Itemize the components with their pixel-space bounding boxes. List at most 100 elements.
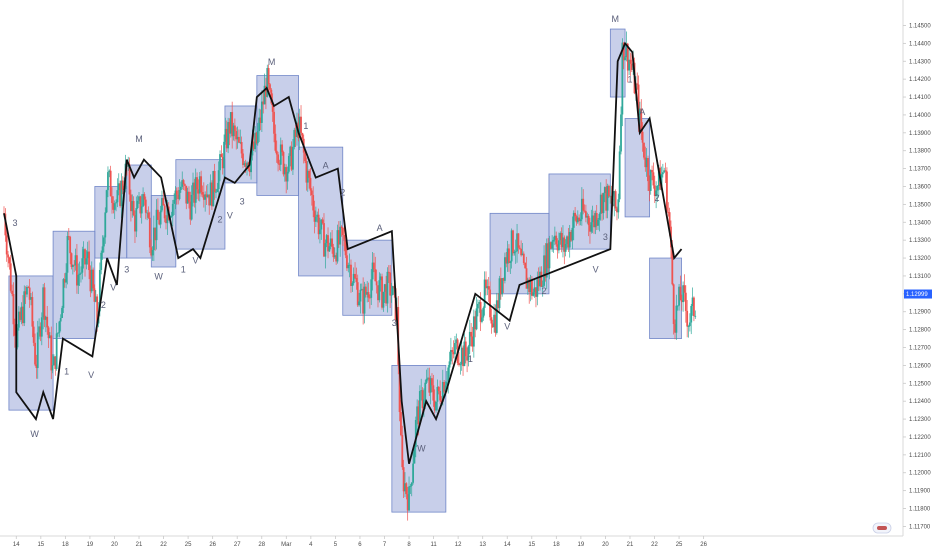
candle-body — [319, 229, 321, 235]
candle-body — [580, 198, 583, 220]
candle-body — [356, 282, 359, 306]
wave-label: V — [504, 322, 510, 332]
candle-body — [553, 235, 556, 240]
candle-body — [266, 68, 269, 97]
candle-body — [135, 208, 138, 232]
candle-body — [682, 285, 685, 303]
candle-body — [666, 171, 668, 212]
candle-body — [314, 216, 317, 222]
candle-body — [497, 300, 500, 309]
candle-body — [329, 238, 332, 247]
time-tick-label: 18 — [553, 542, 560, 548]
candle-body — [256, 131, 259, 144]
wave-label: A — [323, 161, 329, 171]
price-tick-label: 1.13400 — [909, 220, 931, 226]
candle-body — [71, 264, 74, 268]
candle-body — [466, 356, 468, 361]
candle-body — [301, 133, 304, 139]
candle-body — [463, 341, 466, 367]
candle-body — [93, 288, 96, 302]
candle-body — [277, 154, 279, 164]
candle-body — [262, 101, 265, 105]
candle-body — [570, 231, 572, 241]
time-tick-label: 22 — [160, 542, 167, 548]
candle-body — [174, 190, 177, 200]
candle-body — [143, 194, 146, 200]
price-tick-label: 1.13200 — [909, 256, 931, 262]
candle-body — [67, 236, 70, 237]
candle-body — [208, 194, 211, 206]
candle-body — [131, 201, 134, 212]
candle-body — [267, 68, 270, 85]
candle-body — [630, 63, 633, 70]
candle-body — [332, 246, 335, 258]
candle-body — [512, 230, 514, 254]
candle-body — [217, 170, 220, 190]
candle-body — [555, 235, 558, 245]
candle-body — [198, 176, 201, 194]
candle-body — [440, 400, 443, 402]
candle-body — [354, 273, 356, 279]
wave-label: 2 — [654, 193, 659, 203]
candle-body — [215, 191, 217, 193]
candle-body — [78, 273, 81, 275]
candle-body — [223, 141, 225, 169]
candle-body — [540, 271, 543, 287]
candle-body — [194, 177, 197, 203]
candle-body — [224, 128, 227, 142]
candle-body — [355, 278, 358, 283]
price-tick-label: 1.12100 — [909, 453, 931, 459]
candle-body — [39, 326, 42, 337]
candle-body — [211, 182, 213, 207]
candle-body — [339, 226, 342, 245]
candle-body — [324, 243, 327, 257]
candle-body — [103, 237, 105, 247]
candle-body — [231, 112, 234, 137]
candle-body — [186, 191, 189, 204]
price-tick-label: 1.14500 — [909, 23, 931, 29]
candle-body — [514, 251, 517, 253]
candle-body — [9, 263, 12, 291]
last-price-badge — [904, 289, 932, 299]
candle-body — [616, 208, 618, 213]
wave-label: 2 — [542, 286, 547, 296]
candle-body — [197, 189, 200, 194]
candle-body — [377, 285, 379, 301]
candle-body — [687, 326, 690, 327]
candle-body — [686, 310, 689, 327]
candle-body — [517, 233, 520, 248]
candle-body — [485, 279, 487, 289]
candle-body — [532, 292, 535, 296]
time-tick-label: 15 — [37, 542, 44, 548]
candle-body — [587, 215, 590, 226]
candle-body — [246, 162, 248, 167]
wave-layer — [3, 41, 683, 465]
candle-body — [622, 42, 625, 61]
time-tick-label: 14 — [504, 542, 511, 548]
candle-body — [597, 219, 599, 226]
candle-body — [449, 349, 452, 362]
candle-body — [566, 236, 568, 245]
candle-body — [69, 236, 72, 254]
candle-body — [629, 59, 632, 64]
candle-body — [601, 194, 604, 214]
candle-body — [182, 180, 185, 185]
candle-body — [202, 194, 205, 200]
price-tick-label: 1.13500 — [909, 202, 931, 208]
candle-body — [204, 194, 207, 200]
candle-body — [671, 247, 674, 285]
candle-body — [571, 227, 574, 241]
candle-body — [379, 276, 382, 281]
candle-body — [300, 116, 302, 134]
price-tick-label: 1.12200 — [909, 435, 931, 441]
candle-body — [657, 167, 660, 186]
price-tick-label: 1.13600 — [909, 184, 931, 190]
time-tick-label: 15 — [528, 542, 535, 548]
candle-body — [383, 284, 386, 292]
candle-body — [506, 248, 509, 264]
candle-body — [255, 132, 258, 144]
time-tick-label: 25 — [676, 542, 683, 548]
candle-body — [27, 286, 30, 288]
candle-body — [421, 390, 424, 409]
